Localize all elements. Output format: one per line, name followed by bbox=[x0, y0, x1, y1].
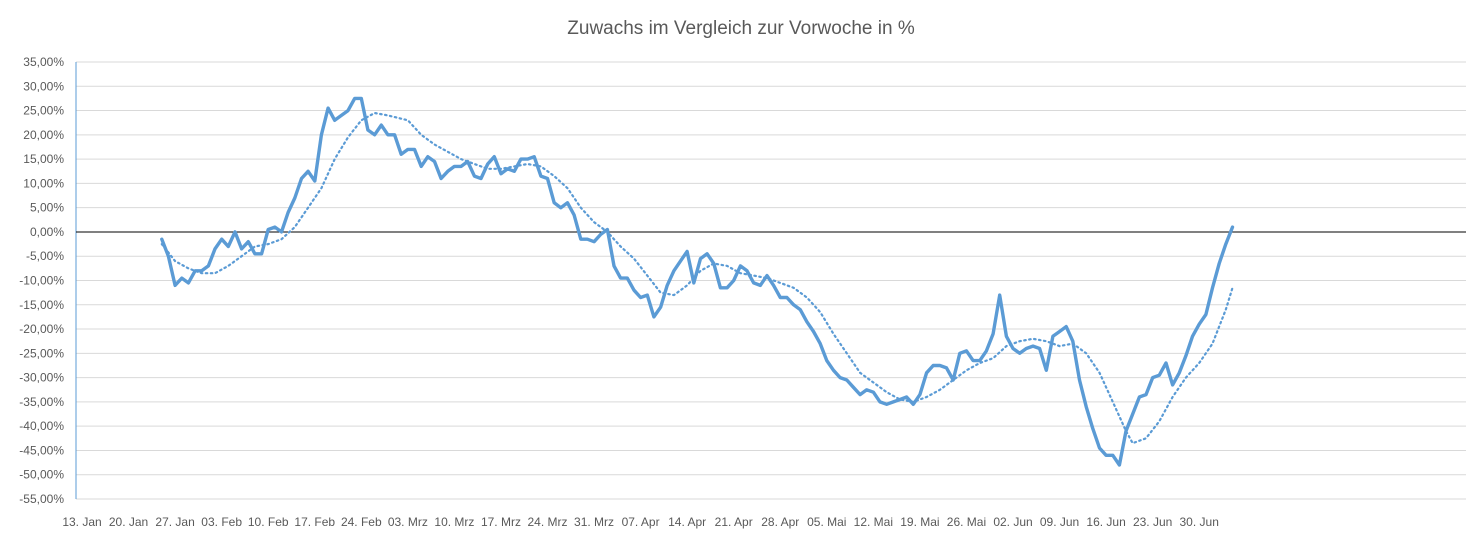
x-tick-label: 26. Mai bbox=[947, 515, 986, 529]
x-axis-tick-labels: 13. Jan 20. Jan 27. Jan 03. Feb 10. Feb 17. F… bbox=[62, 515, 1219, 529]
x-tick-label: 20. Jan bbox=[109, 515, 148, 529]
x-tick-label: 24. Feb bbox=[341, 515, 382, 529]
y-tick-label: -30,00% bbox=[19, 371, 64, 385]
y-tick-label: 15,00% bbox=[23, 152, 64, 166]
y-tick-label: -15,00% bbox=[19, 298, 64, 312]
x-tick-label: 28. Apr bbox=[761, 515, 799, 529]
x-tick-label: 09. Jun bbox=[1040, 515, 1079, 529]
y-axis-tick-labels: 35,00% 30,00% 25,00% 20,00% 15,00% 10,00% 5,00… bbox=[19, 55, 64, 506]
y-tick-label: 35,00% bbox=[23, 55, 64, 69]
y-tick-label: 0,00% bbox=[30, 225, 64, 239]
y-tick-label: -55,00% bbox=[19, 492, 64, 506]
x-tick-label: 07. Apr bbox=[622, 515, 660, 529]
y-tick-label: -45,00% bbox=[19, 443, 64, 457]
x-tick-label: 27. Jan bbox=[155, 515, 194, 529]
y-tick-label: -40,00% bbox=[19, 419, 64, 433]
y-tick-label: -20,00% bbox=[19, 322, 64, 336]
gridlines bbox=[76, 61, 1466, 500]
x-tick-label: 16. Jun bbox=[1086, 515, 1125, 529]
y-tick-label: 30,00% bbox=[23, 79, 64, 93]
x-tick-label: 03. Feb bbox=[201, 515, 242, 529]
x-tick-label: 31. Mrz bbox=[574, 515, 614, 529]
x-tick-label: 02. Jun bbox=[993, 515, 1032, 529]
x-tick-label: 24. Mrz bbox=[527, 515, 567, 529]
y-tick-label: 20,00% bbox=[23, 128, 64, 142]
chart-title: Zuwachs im Vergleich zur Vorwoche in % bbox=[567, 18, 915, 39]
x-tick-label: 21. Apr bbox=[715, 515, 753, 529]
y-tick-label: -10,00% bbox=[19, 274, 64, 288]
x-tick-label: 30. Jun bbox=[1180, 515, 1219, 529]
x-tick-label: 14. Apr bbox=[668, 515, 706, 529]
x-tick-label: 17. Mrz bbox=[481, 515, 521, 529]
x-tick-label: 03. Mrz bbox=[388, 515, 428, 529]
x-tick-label: 19. Mai bbox=[900, 515, 939, 529]
series-layer bbox=[160, 96, 1235, 467]
y-tick-label: -35,00% bbox=[19, 395, 64, 409]
x-tick-label: 10. Mrz bbox=[434, 515, 474, 529]
y-tick-label: 25,00% bbox=[23, 104, 64, 118]
x-tick-label: 10. Feb bbox=[248, 515, 289, 529]
x-tick-label: 23. Jun bbox=[1133, 515, 1172, 529]
y-tick-label: -50,00% bbox=[19, 468, 64, 482]
series-line-main bbox=[160, 96, 1235, 467]
x-tick-label: 13. Jan bbox=[62, 515, 101, 529]
x-tick-label: 05. Mai bbox=[807, 515, 846, 529]
x-tick-label: 17. Feb bbox=[294, 515, 335, 529]
y-tick-label: -25,00% bbox=[19, 346, 64, 360]
y-tick-label: 10,00% bbox=[23, 176, 64, 190]
series-line-trend-dotted bbox=[160, 111, 1234, 445]
y-tick-label: 5,00% bbox=[30, 201, 64, 215]
y-tick-label: -5,00% bbox=[26, 249, 64, 263]
x-tick-label: 12. Mai bbox=[854, 515, 893, 529]
